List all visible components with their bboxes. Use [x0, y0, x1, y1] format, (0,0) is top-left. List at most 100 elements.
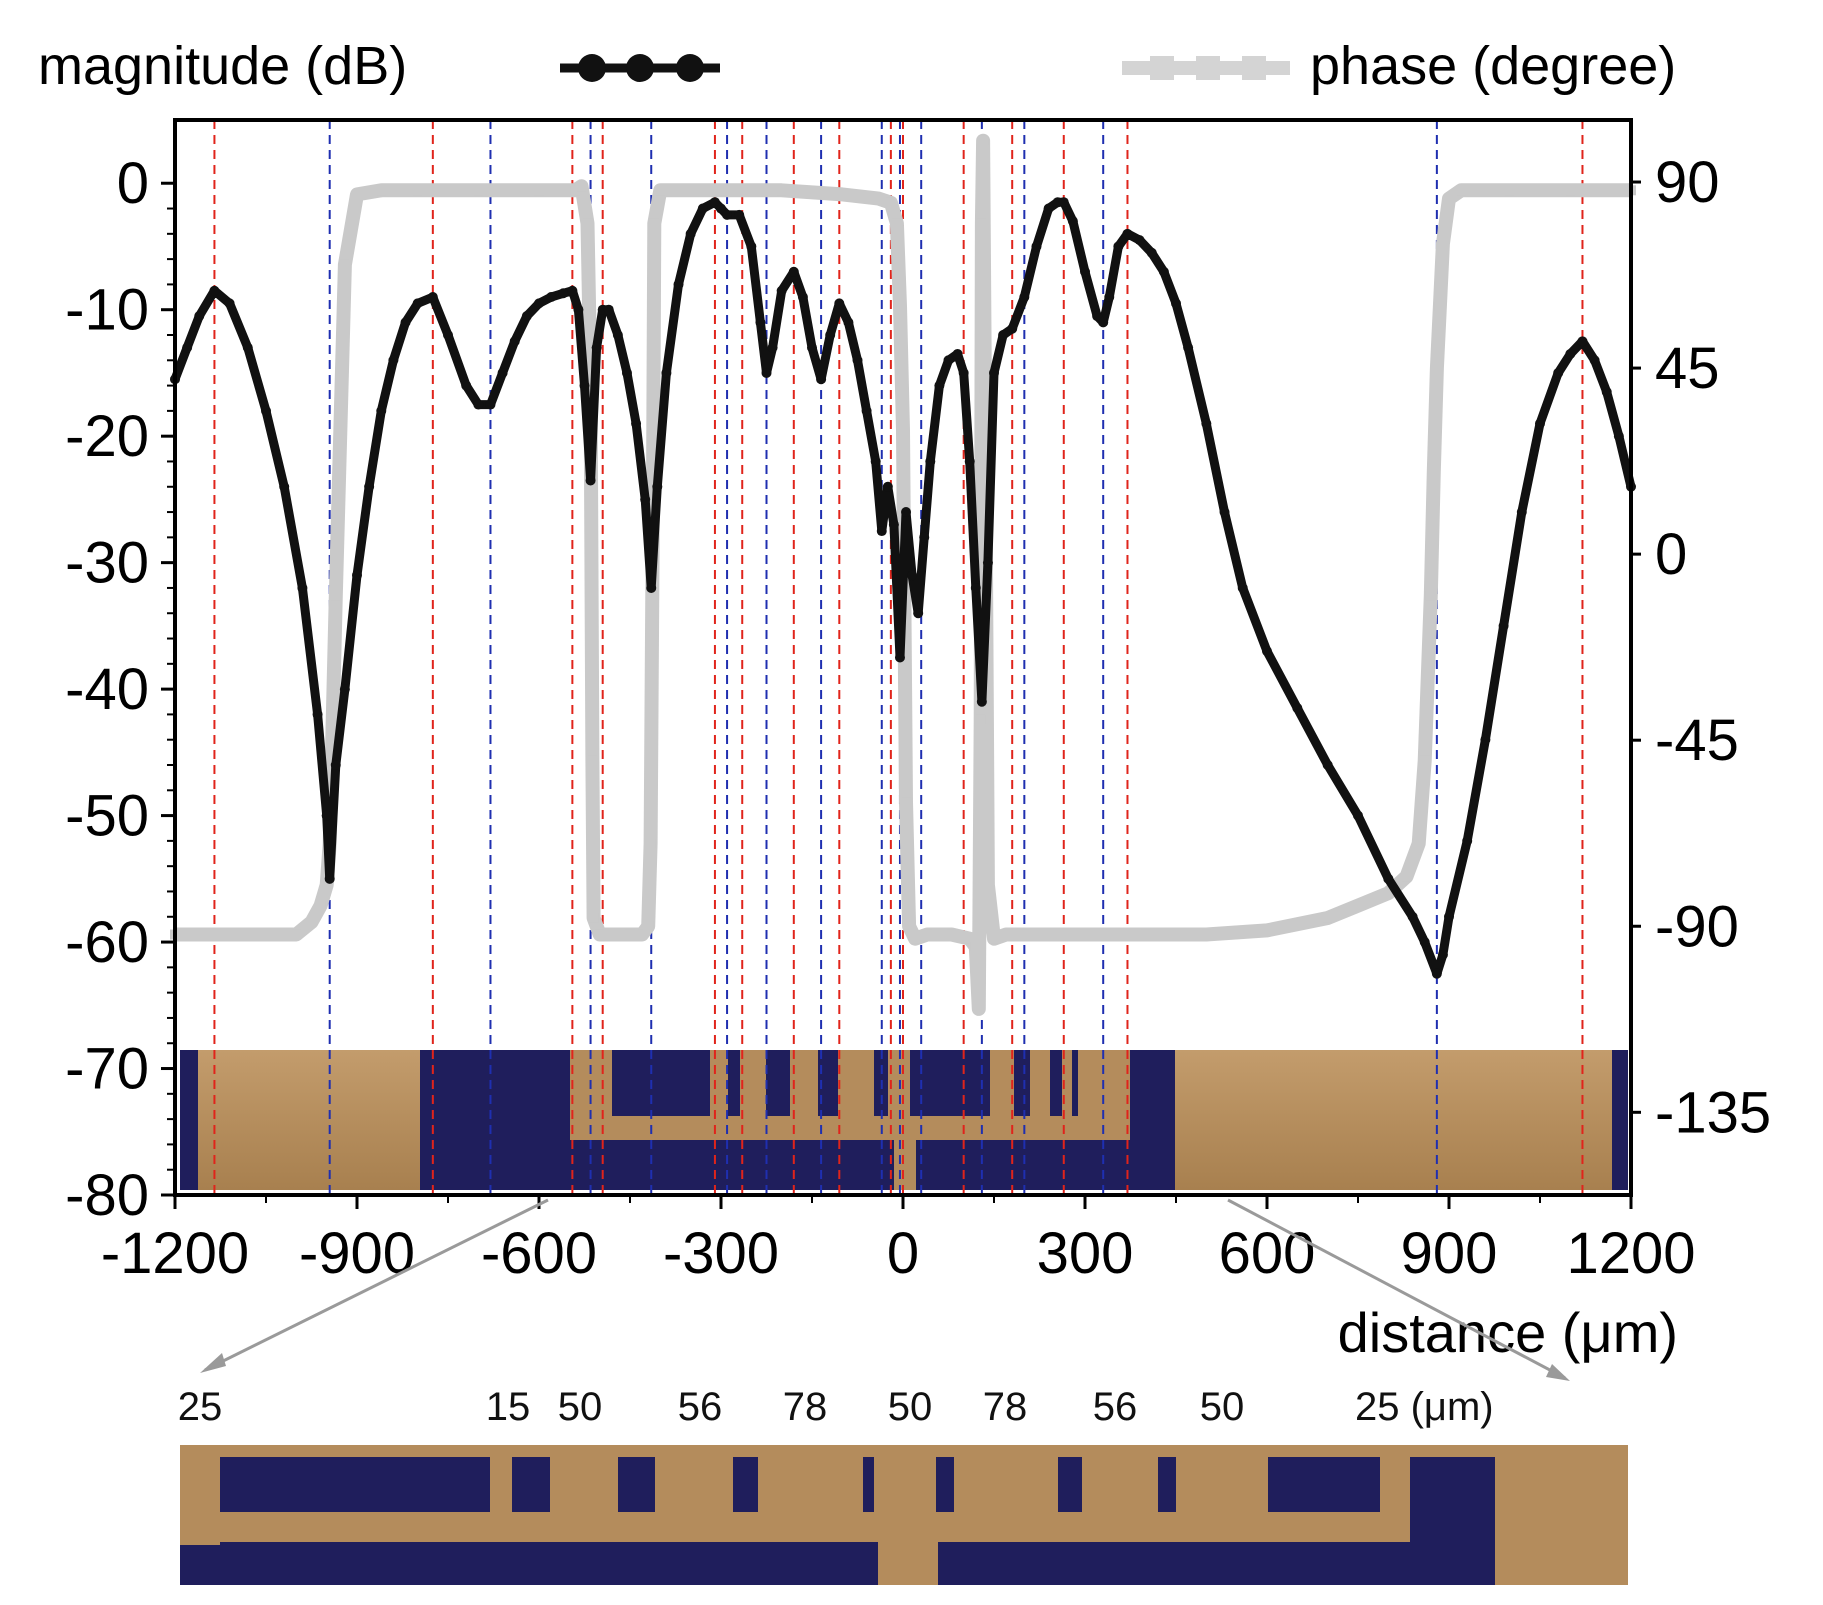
- magnitude-point-108: [1262, 646, 1272, 657]
- y-right-tick-label-5: -90: [1655, 894, 1739, 959]
- phase-point-61: [1419, 755, 1430, 766]
- magnitude-point-12: [324, 873, 335, 884]
- zoom-gold-finger-7: [1082, 1457, 1158, 1512]
- phase-point-5: [321, 879, 332, 890]
- magnitude-point-121: [1516, 507, 1527, 518]
- phase-point-10: [376, 185, 387, 196]
- strip-comb-right-drop: [1110, 1050, 1130, 1140]
- magnitude-point-59: [797, 292, 808, 303]
- strip-finger-8: [1030, 1050, 1050, 1116]
- phase-point-34: [894, 301, 905, 312]
- phase-point-52: [1080, 929, 1090, 940]
- magnitude-point-68: [876, 526, 887, 537]
- magnitude-point-94: [1080, 266, 1090, 277]
- magnitude-point-28: [521, 311, 532, 322]
- legend-phase-marker-1: [1150, 56, 1174, 80]
- phase-point-66: [1437, 239, 1448, 250]
- magnitude-point-5: [224, 298, 235, 309]
- magnitude-point-80: [958, 367, 969, 378]
- magnitude-point-23: [461, 380, 472, 391]
- phase-point-51: [1019, 929, 1030, 940]
- magnitude-point-41: [631, 418, 642, 429]
- phase-point-65: [1434, 301, 1445, 312]
- phase-point-35: [898, 425, 908, 436]
- magnitude-point-100: [1134, 235, 1145, 246]
- magnitude-point-113: [1407, 911, 1418, 922]
- magnitude-point-115: [1431, 968, 1442, 979]
- phase-point-18: [587, 755, 598, 766]
- y-left-tick-label-9: -80: [65, 1163, 149, 1228]
- magnitude-point-34: [579, 380, 590, 391]
- magnitude-point-45: [661, 367, 672, 378]
- magnitude-point-19: [400, 317, 411, 328]
- magnitude-point-120: [1498, 620, 1509, 631]
- x-tick-label-5: 0: [887, 1221, 919, 1286]
- strip-finger-9: [1062, 1050, 1072, 1116]
- inset-label-8: 56: [1093, 1385, 1138, 1429]
- inset-label-1: 25: [178, 1385, 223, 1429]
- phase-point-4: [315, 900, 326, 911]
- x-tick-label-6: 300: [1037, 1221, 1134, 1286]
- inset-label-10: 25 (μm): [1355, 1385, 1494, 1429]
- magnitude-point-66: [861, 405, 872, 416]
- phase-point-13: [534, 185, 544, 196]
- magnitude-point-72: [901, 507, 912, 518]
- strip-finger-7: [990, 1050, 1014, 1116]
- magnitude-point-123: [1553, 367, 1564, 378]
- magnitude-point-62: [825, 330, 836, 340]
- strip-comb-lower-arm: [570, 1140, 1130, 1148]
- x-tick-label-9: 1200: [1566, 1221, 1695, 1286]
- y-left-tick-label-4: -30: [65, 531, 149, 596]
- phase-point-64: [1431, 363, 1442, 374]
- magnitude-point-46: [673, 279, 684, 290]
- magnitude-point-87: [1007, 323, 1018, 334]
- magnitude-point-25: [485, 399, 496, 410]
- strip-finger-5: [838, 1050, 874, 1116]
- magnitude-point-16: [364, 481, 375, 492]
- zoom-gold-finger-4: [758, 1457, 863, 1512]
- magnitude-point-56: [767, 342, 778, 353]
- phase-point-69: [1504, 185, 1515, 196]
- zoom-gold-arm: [180, 1512, 1410, 1542]
- magnitude-point-35: [585, 475, 596, 486]
- magnitude-point-53: [746, 241, 757, 252]
- phase-point-20: [594, 929, 605, 940]
- zoom-gold-stem: [878, 1542, 938, 1585]
- legend-phase-marker-2: [1196, 56, 1220, 80]
- inset-label-2: 15: [486, 1385, 531, 1429]
- phase-point-44: [975, 714, 986, 725]
- phase-point-7: [330, 590, 341, 601]
- magnitude-point-84: [982, 557, 993, 568]
- legend-magnitude-marker-2: [626, 54, 654, 82]
- zoom-right-gold-drop: [1380, 1445, 1410, 1542]
- phase-point-53: [1140, 929, 1151, 940]
- strip-comb-upper-arm: [570, 1116, 1130, 1140]
- magnitude-point-38: [603, 304, 614, 315]
- magnitude-point-54: [755, 317, 766, 328]
- magnitude-point-27: [509, 336, 520, 347]
- phase-point-57: [1353, 900, 1363, 911]
- phase-point-16: [582, 218, 593, 229]
- phase-point-27: [655, 185, 666, 196]
- y-left-tick-label-8: -70: [65, 1037, 149, 1102]
- inset-label-4: 56: [678, 1385, 723, 1429]
- phase-point-38: [910, 933, 921, 944]
- phase-point-59: [1401, 871, 1412, 882]
- x-tick-label-2: -900: [299, 1221, 415, 1286]
- phase-point-63: [1428, 466, 1439, 477]
- magnitude-point-30: [546, 292, 557, 303]
- magnitude-point-112: [1383, 873, 1394, 884]
- magnitude-point-48: [697, 203, 708, 214]
- phase-point-25: [648, 466, 659, 477]
- magnitude-point-50: [716, 203, 726, 214]
- magnitude-point-63: [834, 298, 845, 309]
- y-right-tick-label-1: 90: [1655, 150, 1720, 215]
- phase-point-60: [1413, 838, 1424, 849]
- magnitude-point-52: [734, 209, 745, 220]
- phase-point-41: [964, 933, 975, 944]
- magnitude-point-86: [998, 330, 1009, 340]
- phase-point-37: [904, 921, 915, 932]
- magnitude-point-125: [1577, 336, 1588, 347]
- x-axis-label: distance (μm): [1338, 1301, 1678, 1364]
